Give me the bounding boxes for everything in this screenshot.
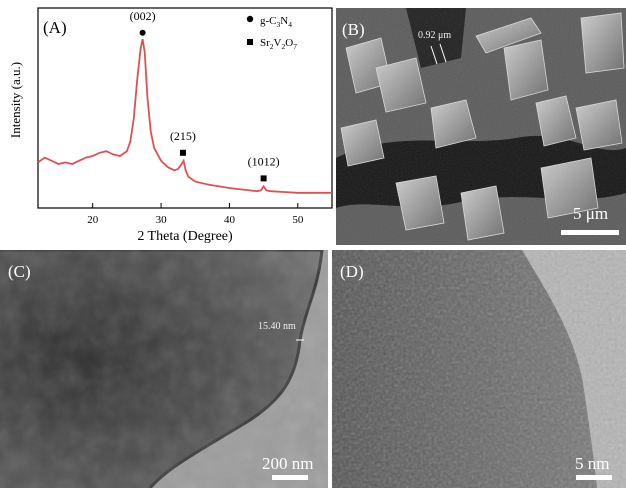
tem-image-panel: (C) 15.40 nm 200 nm — [0, 250, 328, 488]
xrd-curve — [37, 39, 332, 194]
x-tick-marks: 20 30 40 50 — [87, 203, 304, 226]
xrd-chart: 20 30 40 50 (002) (215) (1012) (A) g-C3N4 Sr2… — [8, 7, 333, 244]
scale-bar-label: 5 nm — [575, 454, 610, 473]
legend-srvo: Sr2V2O7 — [260, 37, 297, 51]
particle-size-label: 0.92 μm — [418, 30, 452, 41]
panel-d-letter: (D) — [340, 262, 364, 281]
scale-bar — [561, 230, 619, 235]
hrtem-micrograph — [332, 250, 626, 488]
peak-marker — [179, 149, 186, 156]
x-tick-label: 50 — [292, 214, 304, 226]
sem-micrograph — [336, 8, 626, 245]
panel-c-letter: (C) — [8, 262, 31, 281]
legend-circle-symbol — [246, 15, 254, 23]
legend-gcn: g-C3N4 — [260, 15, 292, 29]
xrd-panel: 20 30 40 50 (002) (215) (1012) (A) g-C3N4 Sr2… — [0, 0, 336, 245]
hrtem-image-panel: (D) 5 nm — [332, 250, 626, 488]
plot-frame — [37, 7, 333, 209]
x-tick-label: 40 — [224, 214, 236, 226]
sem-image-panel: (B) 0.92 μm 5 μm — [336, 8, 626, 245]
scale-bar-label: 200 nm — [262, 454, 314, 473]
panel-b-letter: (B) — [342, 20, 365, 39]
tem-micrograph — [0, 250, 328, 488]
panel-a-letter: (A) — [43, 18, 67, 37]
peak-marker — [139, 29, 146, 36]
x-tick-label: 20 — [87, 214, 99, 226]
y-axis-label: Intensity (a.u.) — [8, 62, 23, 138]
peak-label: (1012) — [248, 155, 280, 169]
x-axis-label: 2 Theta (Degree) — [137, 229, 233, 244]
peak-label: (215) — [170, 129, 196, 143]
scale-bar — [272, 475, 308, 480]
legend-square-symbol — [247, 39, 253, 45]
peak-label: (002) — [130, 9, 156, 23]
layer-thickness-label: 15.40 nm — [258, 321, 296, 332]
peak-marker — [260, 175, 267, 182]
x-tick-label: 30 — [156, 214, 168, 226]
scale-bar — [576, 475, 612, 480]
peak-markers: (002) (215) (1012) — [130, 9, 280, 182]
scale-bar-label: 5 μm — [573, 204, 609, 223]
